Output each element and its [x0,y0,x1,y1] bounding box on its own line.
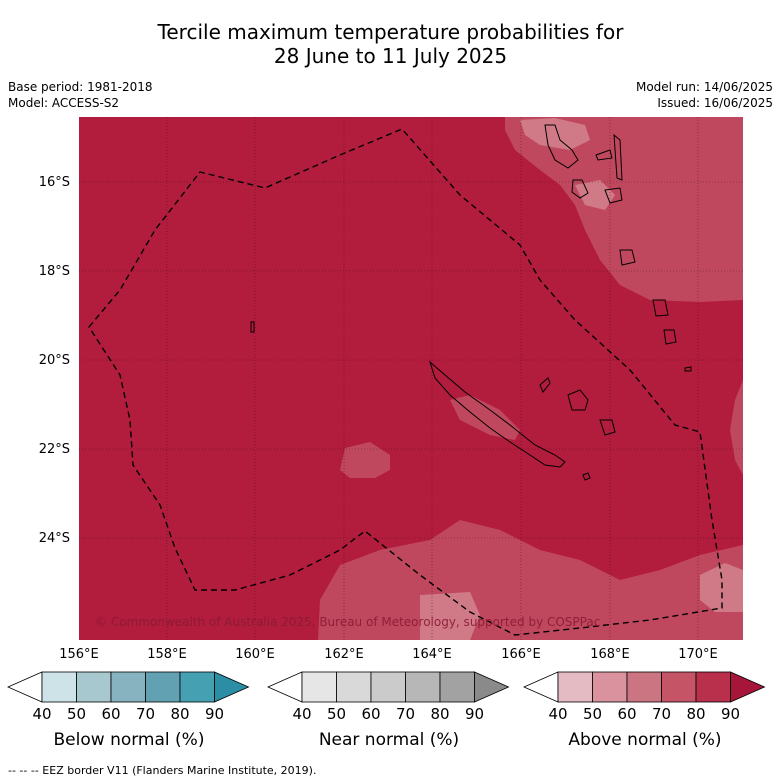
patch-vanuatu-inner [520,118,590,150]
lon-label: 162°E [324,647,364,662]
vanuatu-tanna [652,299,669,317]
colorbar-tick-label: 70 [651,705,672,723]
colorbar-tick-label: 70 [395,705,416,723]
patch-vanuatu [505,117,743,302]
colorbar-tick-label: 50 [326,705,347,723]
lon-label: 160°E [235,647,275,662]
colorbar-tick-label: 80 [170,705,190,723]
base-period: Base period: 1981-2018 [8,80,153,94]
landmasses [250,124,692,481]
below-normal-title: Below normal (%) [53,730,205,750]
vanuatu-malekula [571,179,589,199]
colorbar-tick-label: 90 [204,705,225,723]
lon-label: 168°E [590,647,630,662]
vanuatu-pentecost [613,133,623,181]
colorbar-tick-label: 40 [548,705,568,723]
colorbar-tick-label: 60 [361,705,381,723]
colorbar-tick-label: 60 [617,705,637,723]
colorbar-tick-label: 60 [101,705,121,723]
colorbar-tick-label: 40 [292,705,312,723]
colorbar-tick-label: 90 [720,705,741,723]
eez-footer-note: -- -- -- EEZ border V11 (Flanders Marine… [8,764,317,777]
vanuatu-espiritu-santo [544,124,579,169]
patch-east-edge [730,380,743,475]
isle-of-pines [582,472,591,481]
vanuatu-ambae [595,149,613,161]
lon-label: 156°E [59,647,99,662]
loyalty-mare [599,419,616,436]
vanuatu-aneityum [663,329,677,345]
model-run: Model run: 14/06/2025 [635,80,773,94]
lat-label: 20°S [38,353,70,368]
copyright-notice: © Commonwealth of Australia 2025, Bureau… [95,615,601,629]
near-normal-title: Near normal (%) [318,730,460,750]
lat-label: 16°S [38,175,70,190]
chesterfield [250,321,255,333]
colorbar-tick-label: 50 [66,705,87,723]
patch-south-inner [420,592,480,640]
colorbar-tick-label: 80 [686,705,706,723]
lon-label: 158°E [147,647,187,662]
patch-newcal [450,395,520,440]
map-title-line1: Tercile maximum temperature probabilitie… [157,20,624,44]
lat-label: 22°S [38,442,70,457]
gridlines [79,117,743,640]
colorbar-tick-label: 80 [430,705,450,723]
map-title-line2: 28 June to 11 July 2025 [273,44,508,68]
above-normal-title: Above normal (%) [568,730,722,750]
colorbar-tick-label: 50 [582,705,603,723]
colorbar-tick-label: 70 [135,705,156,723]
lon-label: 166°E [501,647,541,662]
loyalty-lifou [567,389,589,411]
issued-date: Issued: 16/06/2025 [657,96,773,110]
new-caledonia [428,360,566,468]
vanuatu-efate [604,187,623,204]
lon-label: 164°E [412,647,452,662]
colorbar-tick-label: 40 [32,705,52,723]
lat-label: 18°S [38,264,70,279]
lon-label: 170°E [678,647,718,662]
model-name: Model: ACCESS-S2 [8,96,120,110]
eez-border [88,128,723,636]
lat-label: 24°S [38,531,70,546]
patch-central [340,442,390,478]
vanuatu-erromango [619,249,636,266]
colorbar-tick-label: 90 [464,705,485,723]
matthew-island [684,366,692,372]
loyalty-ouvea [539,377,551,393]
